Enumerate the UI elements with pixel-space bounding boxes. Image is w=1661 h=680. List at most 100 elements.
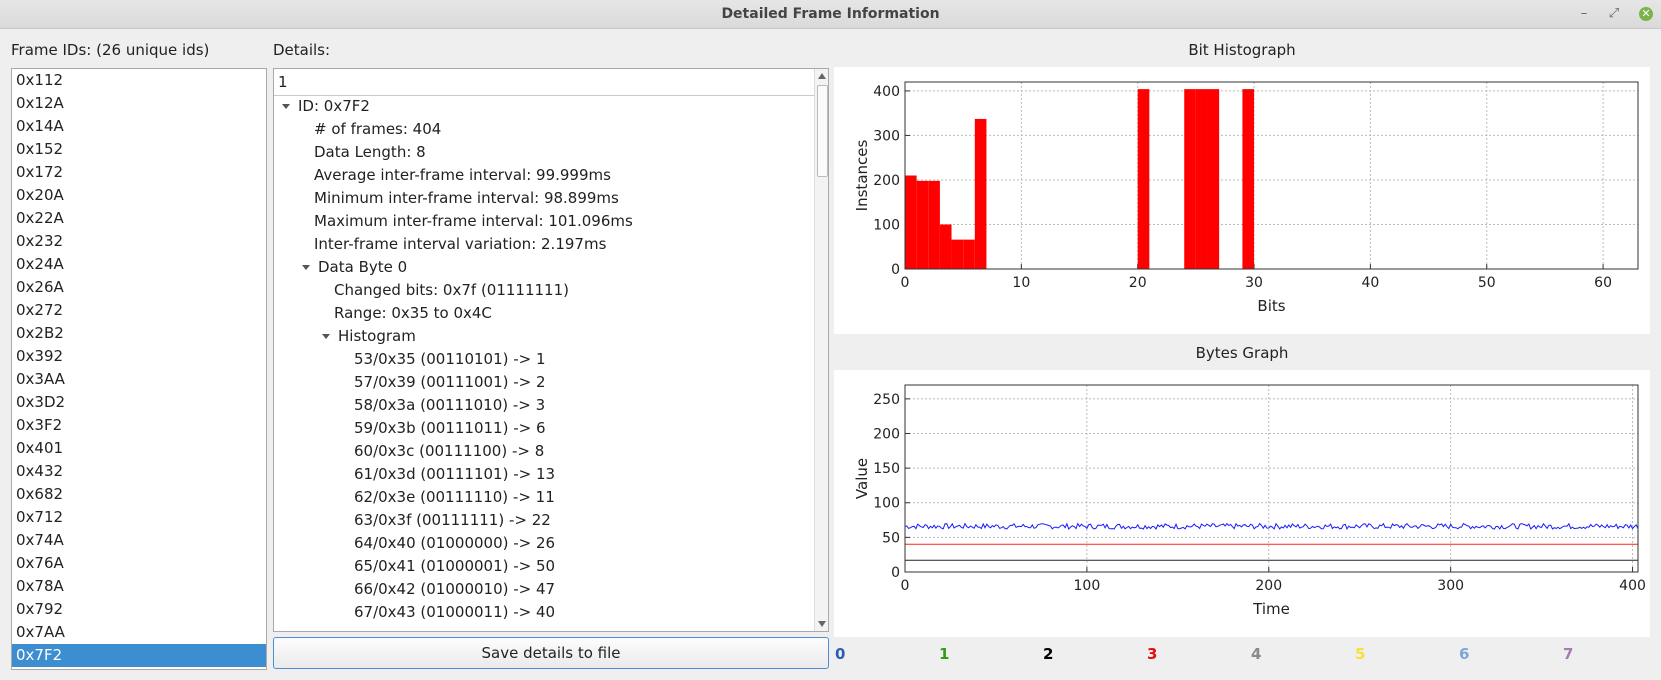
scroll-thumb[interactable] xyxy=(817,85,828,177)
details-tree-row-label: ID: 0x7F2 xyxy=(298,97,370,115)
details-tree-row-label: 58/0x3a (00111010) -> 3 xyxy=(354,396,546,414)
histogram-bar xyxy=(1184,89,1196,269)
bytes-x-tick-label: 100 xyxy=(1074,578,1101,594)
bytes-graph-title: Bytes Graph xyxy=(1195,344,1289,362)
details-tree[interactable]: 1 ID: 0x7F2 # of frames: 404 Data Length: … xyxy=(273,68,829,632)
frame-id-item[interactable]: 0x20A xyxy=(16,186,64,204)
details-tree-row-label: 66/0x42 (01000010) -> 47 xyxy=(354,580,556,598)
frame-id-item[interactable]: 0x26A xyxy=(16,278,64,296)
bit-histograph-panel[interactable]: 0 10 20 30 40 50 60 0 100 200 300 400 Bits Instances xyxy=(834,67,1650,334)
details-tree-row[interactable]: 66/0x42 (01000010) -> 47 xyxy=(354,578,555,601)
bytes-y-tick-label: 100 xyxy=(873,496,900,512)
frame-id-item[interactable]: 0x14A xyxy=(16,117,64,135)
frame-id-item[interactable]: 0x232 xyxy=(16,232,64,250)
details-tree-row-label: 62/0x3e (00111110) -> 11 xyxy=(354,488,555,506)
frame-id-item[interactable]: 0x432 xyxy=(16,462,64,480)
details-tree-row[interactable]: ID: 0x7F2 xyxy=(282,95,370,118)
save-details-button[interactable]: Save details to file xyxy=(273,637,829,669)
frame-id-item[interactable]: 0x3AA xyxy=(16,370,65,388)
bytes-y-tick-label: 200 xyxy=(873,426,900,442)
frame-id-item[interactable]: 0x7AA xyxy=(16,623,65,641)
details-tree-row[interactable]: 62/0x3e (00111110) -> 11 xyxy=(354,486,555,509)
details-tree-row[interactable]: 67/0x43 (01000011) -> 40 xyxy=(354,601,555,624)
hist-x-tick-label: 0 xyxy=(901,275,910,291)
details-tree-row[interactable]: Average inter-frame interval: 99.999ms xyxy=(314,164,611,187)
details-tree-row[interactable]: 53/0x35 (00110101) -> 1 xyxy=(354,348,546,371)
details-tree-row[interactable]: 60/0x3c (00111100) -> 8 xyxy=(354,440,544,463)
expand-arrow-icon[interactable] xyxy=(302,265,310,270)
details-tree-row-label: Data Byte 0 xyxy=(318,258,408,276)
details-tree-row[interactable]: Inter-frame interval variation: 2.197ms xyxy=(314,233,606,256)
frame-id-item[interactable]: 0x12A xyxy=(16,94,64,112)
frame-id-item[interactable]: 0x792 xyxy=(16,600,64,618)
details-tree-row[interactable]: Histogram xyxy=(322,325,416,348)
byte-legend-item[interactable]: 2 xyxy=(1043,645,1054,663)
bytes-graph-panel[interactable]: 0 100 200 300 400 0 50 100 150 200 250 Time Value xyxy=(834,370,1650,637)
frame-id-item[interactable]: 0x78A xyxy=(16,577,64,595)
title-bar: Detailed Frame Information – ⤢ ✕ xyxy=(0,0,1661,29)
details-tree-row[interactable]: 58/0x3a (00111010) -> 3 xyxy=(354,394,545,417)
details-tree-row-label: Changed bits: 0x7f (01111111) xyxy=(334,281,569,299)
details-tree-row[interactable]: Changed bits: 0x7f (01111111) xyxy=(334,279,569,302)
hist-y-tick-label: 200 xyxy=(873,173,900,189)
details-tree-row[interactable]: 64/0x40 (01000000) -> 26 xyxy=(354,532,555,555)
details-tree-row-label: 59/0x3b (00111011) -> 6 xyxy=(354,419,546,437)
details-tree-row[interactable]: Data Length: 8 xyxy=(314,141,426,164)
details-tree-row-label: 57/0x39 (00111001) -> 2 xyxy=(354,373,546,391)
byte-series-line xyxy=(904,522,1639,530)
bit-histograph-chart: 0 10 20 30 40 50 60 0 100 200 300 400 Bits Instances xyxy=(853,81,1639,315)
frame-id-item[interactable]: 0x712 xyxy=(16,508,64,526)
frame-id-item[interactable]: 0x392 xyxy=(16,347,64,365)
expand-arrow-icon[interactable] xyxy=(322,334,330,339)
byte-legend-item[interactable]: 0 xyxy=(835,645,846,663)
frame-id-item[interactable]: 0x24A xyxy=(16,255,64,273)
restore-icon[interactable]: ⤢ xyxy=(1608,6,1620,21)
frame-id-item[interactable]: 0x74A xyxy=(16,531,64,549)
bit-histograph-title: Bit Histograph xyxy=(1188,41,1296,59)
bytes-graph-chart: 0 100 200 300 400 0 50 100 150 200 250 Time Value xyxy=(853,384,1646,618)
details-tree-row[interactable]: Minimum inter-frame interval: 98.899ms xyxy=(314,187,619,210)
frame-id-item[interactable]: 0x7F2 xyxy=(12,644,266,667)
frame-id-item[interactable]: 0x22A xyxy=(16,209,64,227)
byte-legend-item[interactable]: 1 xyxy=(939,645,950,663)
hist-x-tick-label: 60 xyxy=(1594,275,1612,291)
close-icon[interactable]: ✕ xyxy=(1639,7,1653,21)
byte-legend-item[interactable]: 7 xyxy=(1563,645,1574,663)
details-tree-row[interactable]: Range: 0x35 to 0x4C xyxy=(334,302,492,325)
byte-legend-item[interactable]: 5 xyxy=(1355,645,1366,663)
details-tree-row[interactable]: Data Byte 0 xyxy=(302,256,407,279)
frame-id-item[interactable]: 0x401 xyxy=(16,439,64,457)
details-tree-row[interactable]: Maximum inter-frame interval: 101.096ms xyxy=(314,210,633,233)
bytes-plot-border xyxy=(904,384,1639,573)
hist-y-tick-label: 0 xyxy=(891,262,900,278)
hist-x-tick-label: 30 xyxy=(1245,275,1263,291)
frame-id-item[interactable]: 0x272 xyxy=(16,301,64,319)
frame-id-item[interactable]: 0x2B2 xyxy=(16,324,64,342)
details-tree-row[interactable]: 57/0x39 (00111001) -> 2 xyxy=(354,371,546,394)
details-tree-row[interactable]: 63/0x3f (00111111) -> 22 xyxy=(354,509,551,532)
frame-id-item[interactable]: 0x112 xyxy=(16,71,64,89)
histogram-bar xyxy=(1242,89,1255,269)
details-tree-row[interactable]: 61/0x3d (00111101) -> 13 xyxy=(354,463,555,486)
frame-id-item[interactable]: 0x3F2 xyxy=(16,416,63,434)
details-scrollbar[interactable] xyxy=(814,69,828,631)
details-filter-input[interactable]: 1 xyxy=(274,69,818,96)
frame-id-item[interactable]: 0x172 xyxy=(16,163,64,181)
byte-legend-item[interactable]: 4 xyxy=(1251,645,1262,663)
details-tree-row[interactable]: 65/0x41 (01000001) -> 50 xyxy=(354,555,555,578)
frame-id-item[interactable]: 0x152 xyxy=(16,140,64,158)
scroll-up-icon[interactable] xyxy=(818,73,826,79)
details-tree-row[interactable]: 59/0x3b (00111011) -> 6 xyxy=(354,417,546,440)
frame-id-item[interactable]: 0x3D2 xyxy=(16,393,66,411)
frame-id-list[interactable]: 0x112 0x12A 0x14A 0x152 0x172 0x20A 0x22A 0x232… xyxy=(11,68,267,670)
hist-x-axis-label: Bits xyxy=(1257,297,1285,315)
expand-arrow-icon[interactable] xyxy=(282,104,290,109)
minimize-icon[interactable]: – xyxy=(1580,6,1588,21)
byte-legend-item[interactable]: 6 xyxy=(1459,645,1470,663)
scroll-down-icon[interactable] xyxy=(818,621,826,627)
frame-id-item[interactable]: 0x682 xyxy=(16,485,64,503)
details-tree-row[interactable]: # of frames: 404 xyxy=(314,118,441,141)
bytes-x-axis-label: Time xyxy=(1252,600,1290,618)
byte-legend-item[interactable]: 3 xyxy=(1147,645,1158,663)
frame-id-item[interactable]: 0x76A xyxy=(16,554,64,572)
